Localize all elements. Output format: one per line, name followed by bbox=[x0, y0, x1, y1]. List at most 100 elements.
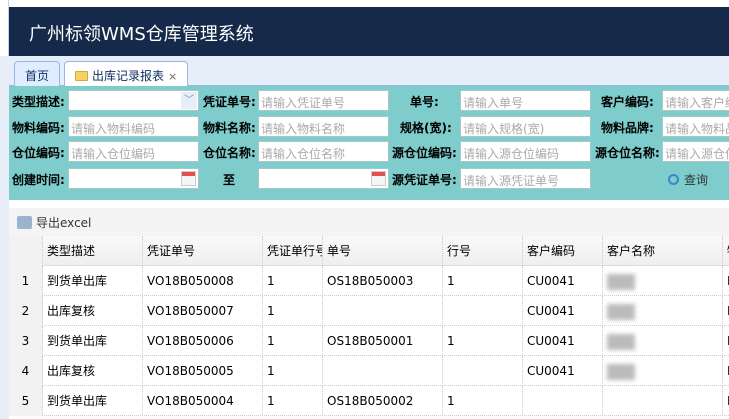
cell-cust: CU0041 bbox=[523, 356, 603, 386]
loc-name-label: 仓位名称: bbox=[203, 146, 256, 160]
cell-order: OS18B050002 bbox=[323, 386, 443, 416]
cell-n: 2 bbox=[9, 296, 43, 326]
tab-label: 出库记录报表 bbox=[92, 69, 165, 83]
tab-home[interactable]: 首页 bbox=[14, 61, 61, 87]
printer-icon bbox=[17, 216, 32, 229]
customer-code-input[interactable]: 请输入客户编码 bbox=[662, 90, 729, 111]
cell-type: 出库复核 bbox=[43, 356, 143, 386]
col-header[interactable]: 类型描述 bbox=[43, 236, 143, 266]
cell-type: 到货单出库 bbox=[43, 326, 143, 356]
cell-voucher: VO18B050007 bbox=[143, 296, 263, 326]
loc-code-input[interactable]: 请输入仓位编码 bbox=[68, 141, 199, 162]
col-header[interactable]: 单号 bbox=[323, 236, 443, 266]
order-no-input[interactable]: 请输入单号 bbox=[460, 90, 591, 111]
cell-last: E bbox=[723, 296, 729, 326]
cell-last: E bbox=[723, 356, 729, 386]
cell-voucher: VO18B050008 bbox=[143, 266, 263, 296]
tab-bar: 首页 出库记录报表 × bbox=[9, 56, 729, 87]
toolbar: 导出excel bbox=[9, 200, 729, 236]
material-name-label: 物料名称: bbox=[203, 121, 256, 135]
cell-type: 到货单出库 bbox=[43, 386, 143, 416]
app-title: 广州标领WMS仓库管理系统 bbox=[29, 24, 254, 45]
table-row[interactable]: 1到货单出库VO18B0500081OS18B0500031CU0041E bbox=[9, 266, 729, 296]
table-row[interactable]: 3到货单出库VO18B0500061OS18B0500011CU0041E bbox=[9, 326, 729, 356]
material-name-input[interactable]: 请输入物料名称 bbox=[258, 116, 389, 137]
col-header[interactable]: 凭证单行号 bbox=[263, 236, 323, 266]
table-row[interactable]: 5到货单出库VO18B0500041OS18B0500021E bbox=[9, 386, 729, 416]
cell-vline: 1 bbox=[263, 326, 323, 356]
export-excel-button[interactable]: 导出excel bbox=[17, 216, 91, 230]
cell-line bbox=[443, 356, 523, 386]
cell-n: 4 bbox=[9, 356, 43, 386]
cell-cust: CU0041 bbox=[523, 296, 603, 326]
cell-vline: 1 bbox=[263, 266, 323, 296]
tab-outbound-report[interactable]: 出库记录报表 × bbox=[64, 61, 189, 87]
search-icon bbox=[668, 174, 679, 185]
cell-cust: CU0041 bbox=[523, 266, 603, 296]
created-to-input[interactable] bbox=[258, 168, 389, 189]
cell-cust bbox=[523, 386, 603, 416]
data-grid: 类型描述 凭证单号 凭证单行号 单号 行号 客户编码 客户名称 物 1到货单出库… bbox=[9, 236, 729, 419]
calendar-icon[interactable] bbox=[371, 171, 386, 186]
col-header[interactable]: 行号 bbox=[443, 236, 523, 266]
col-header[interactable]: 客户编码 bbox=[523, 236, 603, 266]
rownum-header bbox=[9, 236, 43, 266]
cell-line: 1 bbox=[443, 266, 523, 296]
created-label: 创建时间: bbox=[12, 173, 65, 187]
col-header[interactable]: 物 bbox=[723, 236, 729, 266]
left-panel-edge bbox=[0, 0, 9, 419]
app-header: 广州标领WMS仓库管理系统 bbox=[9, 7, 729, 56]
voucher-no-label: 凭证单号: bbox=[203, 95, 256, 109]
cell-vline: 1 bbox=[263, 356, 323, 386]
folder-icon bbox=[75, 71, 88, 81]
cell-voucher: VO18B050004 bbox=[143, 386, 263, 416]
search-button[interactable]: 查询 bbox=[668, 171, 708, 188]
cell-last: E bbox=[723, 266, 729, 296]
cell-n: 3 bbox=[9, 326, 43, 356]
search-form: 类型描述: ﹀ 凭证单号: 请输入凭证单号 单号: 请输入单号 客户编码: 请输… bbox=[9, 86, 729, 200]
order-no-label: 单号: bbox=[410, 95, 439, 109]
src-loc-name-input[interactable]: 请输入源仓位名称 bbox=[662, 141, 729, 162]
close-icon[interactable]: × bbox=[168, 70, 178, 83]
created-from-input[interactable] bbox=[68, 168, 199, 189]
src-loc-code-input[interactable]: 请输入源仓位编码 bbox=[460, 141, 591, 162]
cell-cust: CU0041 bbox=[523, 326, 603, 356]
customer-name-cell-redacted bbox=[603, 296, 723, 326]
src-loc-code-label: 源仓位编码: bbox=[392, 146, 457, 160]
cell-order bbox=[323, 296, 443, 326]
cell-vline: 1 bbox=[263, 296, 323, 326]
cell-vline: 1 bbox=[263, 386, 323, 416]
cell-voucher: VO18B050006 bbox=[143, 326, 263, 356]
tab-home-label: 首页 bbox=[25, 69, 50, 83]
to-label: 至 bbox=[223, 173, 236, 187]
chevron-down-icon[interactable]: ﹀ bbox=[181, 92, 197, 109]
cell-type: 到货单出库 bbox=[43, 266, 143, 296]
src-loc-name-label: 源仓位名称: bbox=[595, 146, 660, 160]
search-label: 查询 bbox=[684, 173, 709, 187]
src-voucher-input[interactable]: 请输入源凭证单号 bbox=[460, 168, 591, 189]
spec-input[interactable]: 请输入规格(宽) bbox=[460, 116, 591, 137]
customer-name-cell-redacted bbox=[603, 356, 723, 386]
cell-line: 1 bbox=[443, 386, 523, 416]
cell-n: 1 bbox=[9, 266, 43, 296]
cell-n: 5 bbox=[9, 386, 43, 416]
cell-order: OS18B050001 bbox=[323, 326, 443, 356]
brand-input[interactable]: 请输入物料品牌 bbox=[662, 116, 729, 137]
table-header: 类型描述 凭证单号 凭证单行号 单号 行号 客户编码 客户名称 物 bbox=[9, 236, 729, 266]
loc-name-input[interactable]: 请输入仓位名称 bbox=[258, 141, 389, 162]
material-code-input[interactable]: 请输入物料编码 bbox=[68, 116, 199, 137]
col-header[interactable]: 客户名称 bbox=[603, 236, 723, 266]
customer-name-cell-redacted bbox=[603, 326, 723, 356]
voucher-no-input[interactable]: 请输入凭证单号 bbox=[258, 90, 389, 111]
type-desc-select[interactable]: ﹀ bbox=[68, 90, 199, 111]
col-header[interactable]: 凭证单号 bbox=[143, 236, 263, 266]
customer-name-cell-redacted bbox=[603, 266, 723, 296]
cell-line bbox=[443, 296, 523, 326]
material-code-label: 物料编码: bbox=[12, 121, 65, 135]
calendar-icon[interactable] bbox=[181, 171, 196, 186]
type-desc-label: 类型描述: bbox=[12, 95, 65, 109]
cell-voucher: VO18B050005 bbox=[143, 356, 263, 386]
spec-label: 规格(宽): bbox=[400, 121, 452, 135]
